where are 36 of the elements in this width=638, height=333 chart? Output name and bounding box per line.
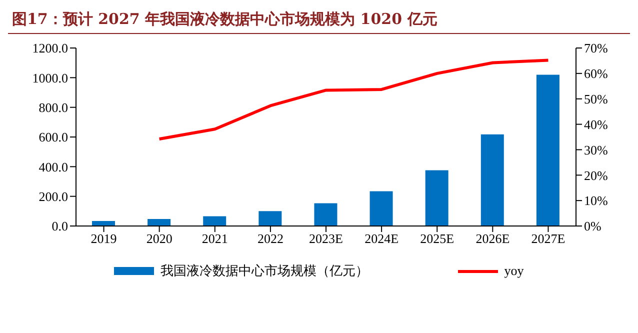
y-tick-label: 200.0: [38, 188, 68, 204]
y2-tick-label: 20%: [584, 168, 608, 183]
y-tick-label: 400.0: [38, 159, 68, 174]
y2-tick-label: 60%: [584, 66, 608, 82]
x-tick-label: 2025E: [420, 231, 454, 246]
y-tick-label: 800.0: [38, 100, 68, 115]
bar: [370, 191, 393, 226]
line-series: [158, 58, 550, 141]
y-tick-label: 1200.0: [32, 40, 68, 56]
bar: [425, 170, 448, 226]
y2-tick-label: 10%: [584, 193, 608, 208]
y-tick-label: 600.0: [38, 130, 68, 145]
bar: [480, 134, 504, 226]
legend-label: yoy: [504, 263, 524, 279]
x-tick-label: 2024E: [364, 231, 399, 246]
y2-tick-label: 40%: [584, 116, 608, 132]
x-tick-label: 2026E: [476, 231, 510, 246]
y2-tick-label: 70%: [584, 40, 608, 56]
y-tick-label: 1000.0: [32, 70, 68, 86]
bar: [258, 211, 282, 226]
x-tick-label: 2020: [146, 231, 172, 246]
x-tick-label: 2022: [257, 231, 284, 246]
legend-label: 我国液冷数据中心市场规模（亿元）: [160, 262, 368, 280]
bar: [203, 216, 226, 226]
bar: [314, 203, 338, 226]
chart-title: 图17：预计 2027 年我国液冷数据中心市场规模为 1020 亿元: [8, 8, 630, 34]
y2-tick-label: 50%: [584, 91, 608, 106]
y2-tick-label: 30%: [584, 142, 608, 158]
y2-tick-label: 0%: [584, 218, 602, 234]
x-tick-label: 2023E: [309, 231, 344, 246]
y-tick-label: 0.0: [52, 218, 68, 234]
x-tick-label: 2019: [90, 231, 117, 246]
bar: [536, 74, 560, 226]
x-tick-label: 2027E: [531, 231, 566, 246]
x-tick-label: 2021: [202, 231, 228, 246]
bar: [148, 219, 171, 226]
